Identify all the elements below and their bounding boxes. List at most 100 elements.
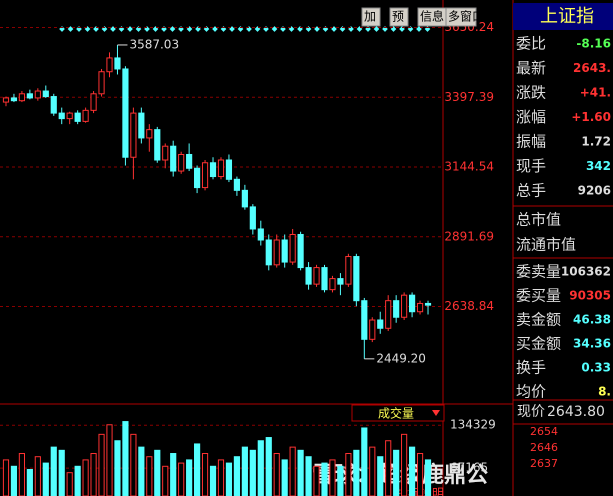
volume-bar [424,459,432,496]
volume-bar [138,446,145,496]
volume-bar [170,453,177,496]
signal-marker [169,26,176,32]
candle-body [201,162,209,189]
volume-bar [265,437,272,496]
volume-bar [257,440,264,496]
candle-body [385,300,392,329]
toolbar-button[interactable] [361,7,381,27]
candle-body [82,109,89,122]
volume-bar [273,453,280,496]
volume-bar [10,465,18,496]
candle-body [353,256,360,302]
y-tick-label: 3397.39 [444,90,494,104]
candle-body [281,239,288,263]
candle-body [90,93,97,111]
quote-label: 涨跌 [516,84,546,102]
quote-label: 现手 [516,157,546,175]
volume-bar [321,462,328,496]
volume-bar [401,433,408,496]
indicator-select[interactable] [351,404,445,422]
indicator-name[interactable]: 成交量 [378,406,414,421]
volume-bar [249,449,256,496]
candle-body [297,233,304,269]
quote-label: 委比 [516,35,546,53]
toolbar-label[interactable]: 预 [392,10,404,24]
volume-bar [409,446,416,496]
volume-bar [154,449,161,496]
volume-bar [18,453,25,496]
y-tick-label: 3144.54 [444,160,494,174]
volume-bar [50,446,57,496]
order-label: 卖金额 [516,311,561,329]
y-tick-label: 67165 [450,461,488,475]
volume-bar [114,440,121,496]
candle-body [98,71,105,95]
candle-body [249,206,256,230]
volume-bar [313,465,320,496]
candle-body [122,68,129,158]
candle-body [265,239,272,266]
candle-body [241,189,248,208]
toolbar-button[interactable] [445,7,477,27]
volume-bar [130,433,137,496]
candle-body [313,267,320,285]
volume-bar [90,453,97,496]
toolbar-label[interactable]: 加 [364,10,376,24]
toolbar-label[interactable]: 信息 [420,9,444,24]
dropdown-arrow[interactable] [432,410,440,416]
volume-bar [377,456,384,496]
volume-bar [201,453,209,496]
candle-body [114,57,121,70]
candle-body [393,300,400,318]
candle-body [361,300,368,340]
quote-value: -8.16 [576,37,611,51]
cap-label: 流通市值 [516,236,576,254]
quote-label: 总手 [516,182,546,200]
volume-bar [194,443,201,496]
volume-bar [393,449,400,496]
signal-marker [67,26,74,32]
volume-bar [233,456,240,496]
volume-bar [58,449,65,496]
order-label: 委买量 [516,287,561,305]
toolbar-label[interactable]: 多窗口 [448,10,484,24]
candle-body [26,93,33,99]
candle-body [58,112,65,120]
candle-body [369,319,376,340]
volume-bar [281,459,288,496]
candle-body [289,233,296,263]
candle-body [194,167,201,189]
candle-body [329,278,336,291]
candle-body [42,90,49,98]
candle-body [257,228,264,241]
candle-body [337,278,344,285]
signal-marker [271,26,278,32]
candle-body [321,267,328,291]
volume-bar [106,424,113,496]
candle-body [377,319,384,329]
candle-body [146,129,153,139]
toolbar-button[interactable] [389,7,409,27]
candle-body [106,57,113,73]
volume-bar [345,453,352,496]
quote-value: 9206 [578,184,611,198]
quote-value: +41. [580,86,611,100]
quote-value: 1.72 [581,135,611,149]
order-value: 8. [598,385,611,399]
volume-bar [186,459,193,496]
candle-body [74,112,81,122]
quote-value: 342 [586,159,611,173]
candle-body [209,162,217,178]
volume-bar [385,440,392,496]
order-label: 均价 [516,383,546,401]
volume-bar [289,446,296,496]
candle-body [225,159,233,180]
candle-body [273,239,280,266]
quote-value: 2643. [573,61,611,75]
candle-body [416,302,424,313]
candle-body [217,159,225,178]
volume-bar [82,459,89,496]
volume-bar [217,459,225,496]
volume-bar [162,465,169,496]
order-value: 90305 [569,289,611,303]
